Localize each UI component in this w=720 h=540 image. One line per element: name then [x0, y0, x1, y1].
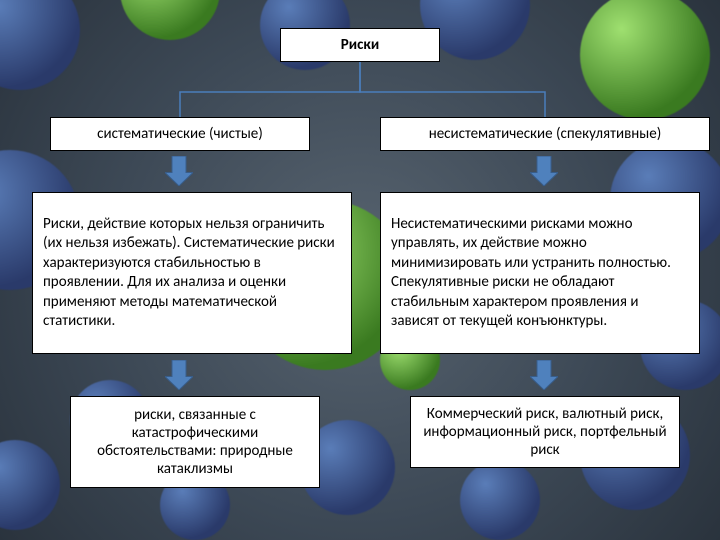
example-left-text: риски, связанные с катастрофическими обс… [81, 406, 309, 478]
arrow-down-icon [165, 156, 193, 186]
description-right-text: Несистематическими рисками можно управля… [391, 215, 689, 332]
category-left-text: систематические (чистые) [97, 125, 263, 143]
arrow-down-icon [530, 360, 558, 390]
category-left-box: систематические (чистые) [50, 117, 310, 151]
title-box: Риски [280, 28, 440, 62]
description-right-box: Несистематическими рисками можно управля… [380, 192, 700, 354]
category-right-text: несистематические (спекулятивные) [429, 125, 662, 143]
example-left-box: риски, связанные с катастрофическими обс… [70, 396, 320, 488]
description-left-box: Риски, действие которых нельзя ограничит… [32, 192, 352, 354]
diagram-canvas: Риски систематические (чистые) несистема… [0, 0, 720, 540]
category-right-box: несистематические (спекулятивные) [380, 117, 710, 151]
description-left-text: Риски, действие которых нельзя ограничит… [43, 215, 341, 332]
title-text: Риски [341, 36, 379, 54]
example-right-text: Коммерческий риск, валютный риск, информ… [421, 405, 669, 459]
arrow-down-icon [165, 360, 193, 390]
arrow-down-icon [530, 156, 558, 186]
example-right-box: Коммерческий риск, валютный риск, информ… [410, 396, 680, 468]
